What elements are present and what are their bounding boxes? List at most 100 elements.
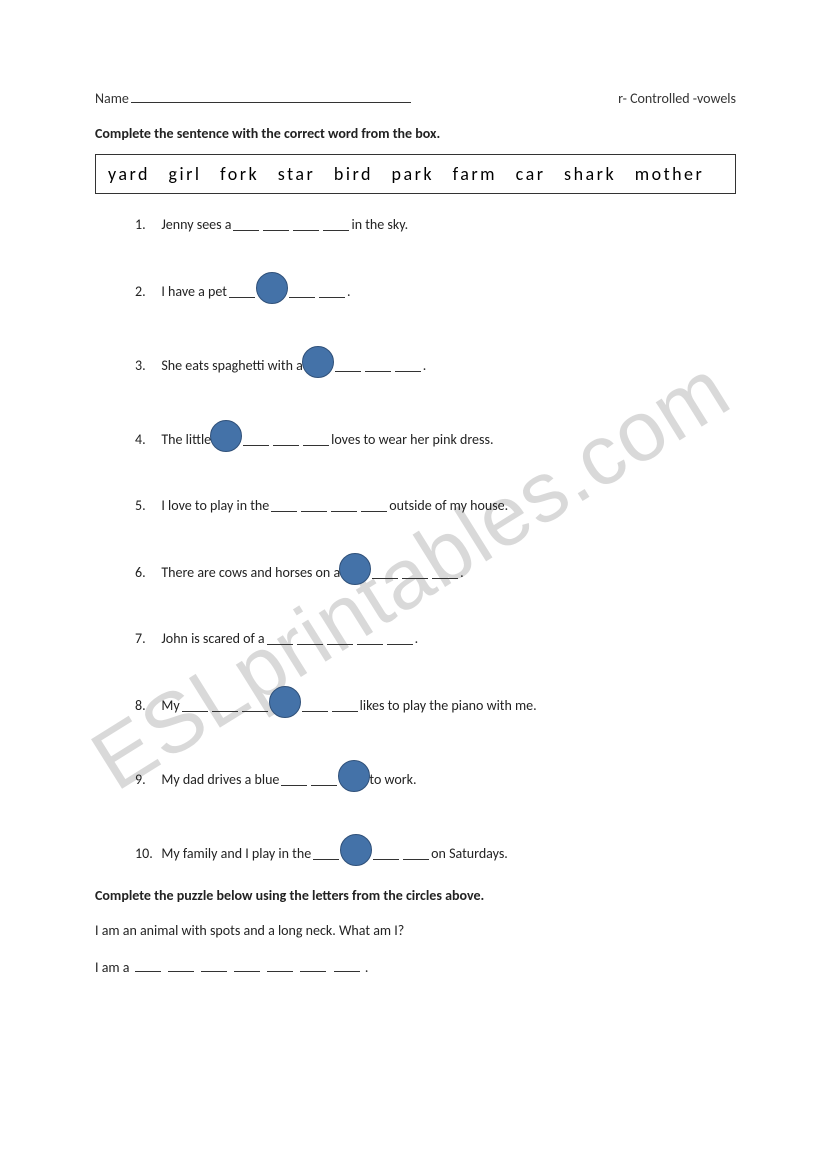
question-post-text: in the sky. [351,216,408,233]
answer-blank[interactable] [289,285,315,298]
answer-blank[interactable] [365,359,391,372]
answer-circle[interactable] [302,346,334,378]
answer-blank[interactable] [357,632,383,645]
question-pre-text: She eats spaghetti with a [161,357,302,374]
answer-blank[interactable] [319,285,345,298]
question-line: 3. She eats spaghetti with a . [135,349,736,381]
question-pre-text: My [161,697,179,714]
answer-circle[interactable] [210,420,242,452]
worksheet-page: Name r- Controlled -vowels Complete the … [0,0,821,1056]
answer-blank[interactable] [387,632,413,645]
question-post-text: . [415,630,419,647]
question-post-text: outside of my house. [389,497,508,514]
answer-blank[interactable] [332,699,358,712]
puzzle-blank[interactable] [168,959,194,972]
question-number: 7. [135,630,155,647]
question-number: 1. [135,216,155,233]
puzzle-blank[interactable] [135,959,161,972]
answer-blank[interactable] [335,359,361,372]
question-pre-text: I have a pet [161,283,227,300]
puzzle-blank[interactable] [267,959,293,972]
puzzle-blank[interactable] [234,959,260,972]
answer-circle[interactable] [338,760,370,792]
answer-blank[interactable] [331,499,357,512]
question-post-text: likes to play the piano with me. [360,697,537,714]
question-pre-text: John is scared of a [161,630,264,647]
word-box: yard girl fork star bird park farm car s… [95,154,736,194]
answer-blank[interactable] [229,285,255,298]
answer-blank[interactable] [263,218,289,231]
question-line: 2. I have a pet . [135,275,736,307]
topic-label: r- Controlled -vowels [618,90,736,107]
answer-blank[interactable] [273,433,299,446]
answer-blank[interactable] [293,218,319,231]
question-post-text: on Saturdays. [431,845,508,862]
answer-circle[interactable] [340,834,372,866]
header-row: Name r- Controlled -vowels [95,90,736,107]
puzzle-blank[interactable] [201,959,227,972]
question-line: 9. My dad drives a blue to work. [135,763,736,795]
answer-blank[interactable] [242,699,268,712]
question-pre-text: The little [161,431,211,448]
question-number: 2. [135,283,155,300]
question-number: 4. [135,431,155,448]
question-number: 8. [135,697,155,714]
answer-blank[interactable] [301,499,327,512]
question-number: 3. [135,357,155,374]
name-label: Name [95,90,129,107]
question-post-text: . [347,283,351,300]
question-pre-text: There are cows and horses on a [161,564,340,581]
answer-blank[interactable] [403,847,429,860]
answer-blank[interactable] [432,566,458,579]
question-number: 9. [135,771,155,788]
question-post-text: loves to wear her pink dress. [331,431,493,448]
question-line: 4. The little loves to wear her pink dre… [135,423,736,455]
question-pre-text: My dad drives a blue [161,771,279,788]
question-post-text: . [460,564,464,581]
answer-blank[interactable] [212,699,238,712]
question-pre-text: My family and I play in the [161,845,311,862]
puzzle-blank[interactable] [300,959,326,972]
answer-blank[interactable] [271,499,297,512]
answer-blank[interactable] [302,699,328,712]
puzzle-answer-pre: I am a [95,959,133,976]
answer-blank[interactable] [311,773,337,786]
question-line: 6. There are cows and horses on a . [135,556,736,588]
answer-blank[interactable] [373,847,399,860]
answer-circle[interactable] [256,272,288,304]
answer-blank[interactable] [303,433,329,446]
instruction-2: Complete the puzzle below using the lett… [95,887,736,904]
puzzle-answer: I am a . [95,959,736,976]
question-number: 10. [135,845,155,862]
question-post-text: to work. [369,771,416,788]
answer-blank[interactable] [313,847,339,860]
instruction-1: Complete the sentence with the correct w… [95,125,736,142]
answer-blank[interactable] [372,566,398,579]
answer-blank[interactable] [402,566,428,579]
puzzle-riddle: I am an animal with spots and a long nec… [95,922,736,939]
answer-blank[interactable] [233,218,259,231]
answer-blank[interactable] [361,499,387,512]
name-blank-line[interactable] [131,102,411,103]
puzzle-blank[interactable] [334,959,360,972]
answer-blank[interactable] [267,632,293,645]
answer-circle[interactable] [269,686,301,718]
questions-list: 1. Jenny sees a in the sky. 2. I have a p… [135,216,736,869]
name-field: Name [95,90,411,107]
question-number: 6. [135,564,155,581]
answer-blank[interactable] [395,359,421,372]
answer-blank[interactable] [323,218,349,231]
answer-blank[interactable] [327,632,353,645]
answer-blank[interactable] [281,773,307,786]
answer-blank[interactable] [243,433,269,446]
question-line: 1. Jenny sees a in the sky. [135,216,736,233]
question-number: 5. [135,497,155,514]
answer-blank[interactable] [182,699,208,712]
question-post-text: . [423,357,427,374]
puzzle-answer-post: . [365,959,369,976]
answer-circle[interactable] [339,553,371,585]
answer-blank[interactable] [297,632,323,645]
question-line: 10. My family and I play in the on Satur… [135,837,736,869]
question-line: 8. My likes to play the piano with me. [135,689,736,721]
question-pre-text: Jenny sees a [161,216,231,233]
